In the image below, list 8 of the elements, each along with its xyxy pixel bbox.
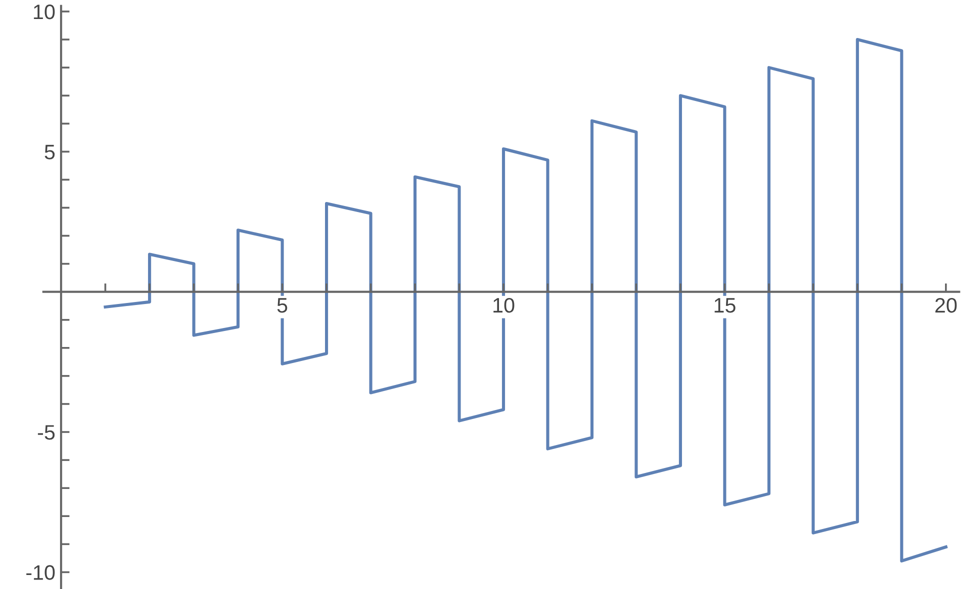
y-tick-label: -5 bbox=[38, 425, 55, 440]
x-tick-label: 15 bbox=[714, 298, 736, 313]
y-tick-label: 5 bbox=[44, 144, 55, 160]
x-tick-label: 10 bbox=[493, 298, 514, 313]
y-tick-label: -10 bbox=[26, 565, 55, 580]
y-tick-label: 10 bbox=[34, 4, 55, 20]
x-tick-label: 5 bbox=[277, 298, 288, 313]
x-tick-label: 20 bbox=[935, 298, 957, 313]
